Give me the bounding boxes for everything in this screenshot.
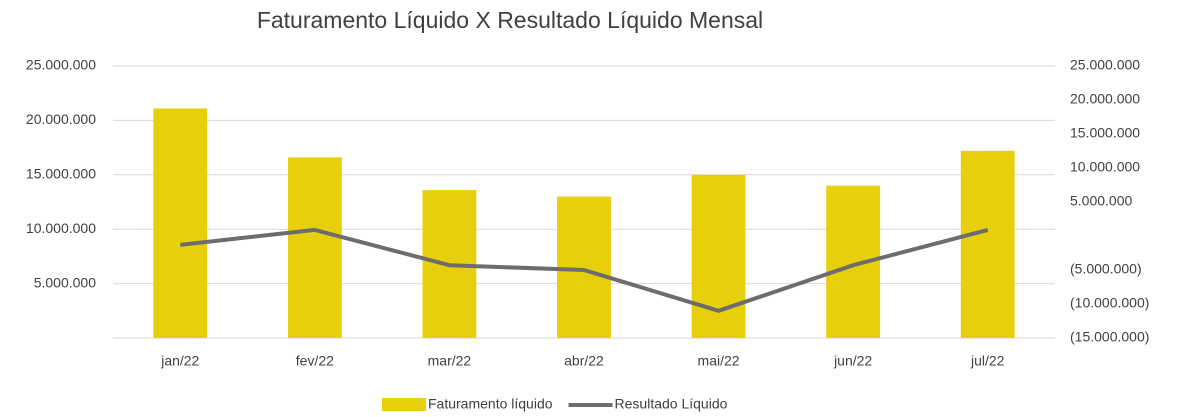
line [180,227,989,313]
y2-tick-label: 5.000.000 [1070,193,1132,209]
bar [691,174,746,338]
x-tick-label: jun/22 [833,353,872,369]
y2-tick-label: 15.000.000 [1070,125,1140,141]
y-tick-label: 15.000.000 [26,166,96,182]
legend-label: Faturamento líquido [428,396,553,412]
x-tick-label: abr/22 [564,353,604,369]
x-tick-label: mar/22 [428,353,472,369]
x-tick-label: jan/22 [160,353,199,369]
y-tick-label: 25.000.000 [26,57,96,73]
bar [287,157,342,338]
bar [153,108,208,338]
y2-tick-label: (5.000.000) [1070,261,1142,277]
y-tick-label: 5.000.000 [34,274,96,290]
y2-tick-label: 25.000.000 [1070,57,1140,73]
x-tick-label: mai/22 [698,353,740,369]
x-tick-label: jul/22 [970,353,1005,369]
x-tick-label: fev/22 [296,353,334,369]
legend-swatch [382,398,426,411]
y2-tick-label: 10.000.000 [1070,159,1140,175]
bar [960,150,1015,338]
bar [557,196,611,338]
y-tick-label: 20.000.000 [26,111,96,127]
legend-label: Resultado Líquido [615,396,728,412]
y2-tick-label: (10.000.000) [1070,295,1149,311]
y-tick-label: 10.000.000 [26,220,96,236]
y2-tick-label: 20.000.000 [1070,91,1140,107]
chart-title: Faturamento Líquido X Resultado Líquido … [257,7,763,33]
y2-tick-label: (15.000.000) [1070,329,1149,345]
